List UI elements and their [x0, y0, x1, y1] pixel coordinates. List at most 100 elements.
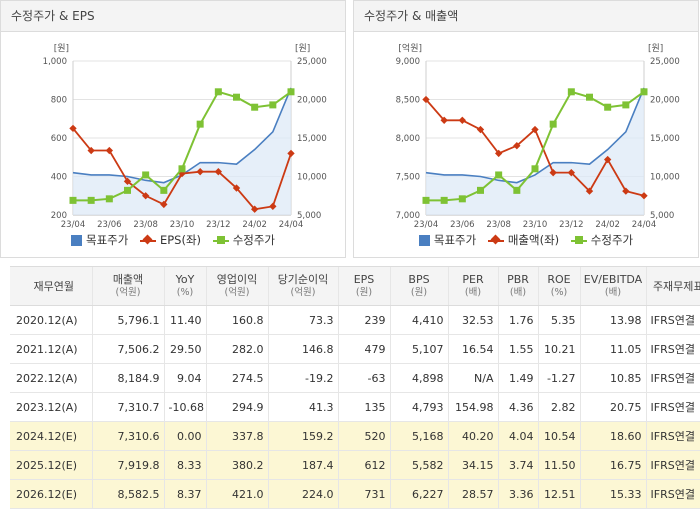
- legend-swatch: [418, 234, 430, 246]
- chart-title: 수정주가 & 매출액: [354, 1, 698, 32]
- adjusted-price-point: [622, 101, 630, 109]
- x-tick-label: 24/02: [595, 220, 620, 230]
- table-cell: 0.00: [163, 421, 206, 451]
- x-tick-label: 23/12: [559, 220, 584, 230]
- left-tick-label: 200: [51, 211, 67, 221]
- table-cell: IFRS연결: [645, 305, 700, 335]
- column-header-unit: (%): [176, 287, 194, 298]
- x-tick-label: 24/02: [242, 220, 267, 230]
- legend-swatch: [487, 235, 504, 246]
- x-tick-label: 24/04: [632, 220, 657, 230]
- right-tick-label: 20,000: [297, 96, 327, 106]
- x-tick-label: 23/06: [450, 220, 475, 230]
- table-cell: 8,184.9: [91, 363, 164, 393]
- table-cell: 4.36: [497, 392, 538, 422]
- column-header: 재무연월: [10, 266, 92, 306]
- table-cell: -19.2: [267, 363, 338, 393]
- legend-label: 목표주가: [433, 233, 477, 247]
- column-header: BPS (원): [389, 266, 448, 306]
- adjusted-price-point: [233, 93, 240, 101]
- legend-label: EPS(좌): [159, 233, 202, 247]
- left-tick-label: 8,000: [396, 134, 420, 144]
- left-series-point: [250, 205, 259, 213]
- table-cell: IFRS연결: [645, 392, 700, 422]
- table-row: 2022.12(A) 8,184.9 9.04 274.5 -19.2 -63 4,898 N…: [10, 363, 700, 393]
- table-cell: 2024.12(E): [10, 421, 92, 451]
- sales-price-chart: [억원] [원] 7,000 7,500 8,000 8,500 9,000 5,000 10,…: [396, 42, 680, 230]
- table-cell: 2022.12(A): [10, 363, 92, 393]
- legend-item-target-price[interactable]: 목표주가: [70, 232, 128, 248]
- target-price-area: [426, 87, 644, 215]
- table-cell: 12.51: [537, 479, 580, 509]
- left-series-point: [287, 149, 295, 158]
- table-cell: 10.21: [537, 334, 580, 364]
- left-axis-unit: [원]: [54, 43, 69, 54]
- table-cell: 8.33: [163, 450, 206, 480]
- adjusted-price-point: [251, 103, 259, 111]
- column-header-unit: (억원): [224, 287, 250, 298]
- table-cell: N/A: [447, 363, 498, 393]
- adjusted-price-point: [440, 196, 448, 204]
- left-series-point: [476, 125, 485, 134]
- right-tick-label: 10,000: [650, 173, 680, 183]
- legend-item-sales[interactable]: 매출액(좌): [487, 232, 560, 248]
- x-tick-label: 24/04: [279, 220, 304, 230]
- legend-label: 매출액(좌): [507, 233, 560, 247]
- legend-label: 수정주가: [590, 233, 634, 247]
- adjusted-price-point: [531, 165, 539, 173]
- adjusted-price-point: [196, 120, 204, 128]
- table-cell: 32.53: [447, 305, 498, 335]
- adjusted-price-point: [567, 88, 575, 96]
- table-cell: 8,582.5: [91, 479, 164, 509]
- right-tick-label: 10,000: [297, 173, 327, 183]
- legend-item-adjusted-price[interactable]: 수정주가: [212, 232, 275, 248]
- legend-item-adjusted-price[interactable]: 수정주가: [570, 232, 634, 248]
- left-series-point: [422, 95, 430, 104]
- table-cell: 13.98: [579, 305, 646, 335]
- left-tick-label: 600: [51, 134, 67, 144]
- x-tick-label: 23/08: [486, 220, 511, 230]
- column-header-unit: (배): [604, 287, 622, 298]
- left-series-point: [141, 192, 150, 200]
- column-header-unit: (원): [410, 287, 428, 298]
- column-header-label: PBR: [507, 273, 529, 286]
- table-cell: 479: [337, 334, 390, 364]
- legend-item-eps[interactable]: EPS(좌): [139, 232, 202, 248]
- left-series-point: [105, 146, 114, 155]
- x-tick-label: 23/08: [133, 220, 158, 230]
- column-header-unit: (억원): [290, 287, 316, 298]
- table-cell: 3.74: [497, 450, 538, 480]
- column-header-label: ROE: [547, 273, 571, 286]
- adjusted-price-point: [124, 186, 131, 194]
- left-series-point: [549, 168, 557, 177]
- column-header: EPS (원): [337, 266, 390, 306]
- column-header-label: EV/EBITDA: [583, 273, 643, 286]
- left-tick-label: 1,000: [43, 57, 67, 67]
- table-cell: 10.85: [579, 363, 646, 393]
- table-row: 2024.12(E) 7,310.6 0.00 337.8 159.2 520 5,168 4…: [10, 421, 700, 451]
- chart-panel-sales: 수정주가 & 매출액 [억원] [원] 7,000 7,500 8,000 8,500 9,…: [353, 0, 699, 258]
- table-cell: 421.0: [205, 479, 268, 509]
- adjusted-price-point: [142, 171, 150, 179]
- column-header-unit: (배): [464, 287, 482, 298]
- table-cell: 8.37: [163, 479, 206, 509]
- table-cell: 154.98: [447, 392, 498, 422]
- table-cell: 2.82: [537, 392, 580, 422]
- x-tick-label: 23/10: [170, 220, 195, 230]
- table-cell: -10.68: [163, 392, 206, 422]
- table-cell: IFRS연결: [645, 334, 700, 364]
- table-cell: 1.76: [497, 305, 538, 335]
- x-tick-label: 23/04: [414, 220, 439, 230]
- legend-item-target-price[interactable]: 목표주가: [418, 232, 477, 248]
- column-header-label: YoY: [175, 273, 195, 286]
- table-row: 2025.12(E) 7,919.8 8.33 380.2 187.4 612 5,582 3…: [10, 450, 700, 480]
- table-cell: 2023.12(A): [10, 392, 92, 422]
- table-cell: 28.57: [447, 479, 498, 509]
- adjusted-price-point: [549, 120, 557, 128]
- column-header-label: 재무연월: [33, 279, 74, 293]
- left-series-point: [513, 142, 521, 150]
- right-axis-unit: [원]: [295, 43, 310, 54]
- table-cell: 160.8: [205, 305, 268, 335]
- table-cell: 9.04: [163, 363, 206, 393]
- table-cell: 34.15: [447, 450, 498, 480]
